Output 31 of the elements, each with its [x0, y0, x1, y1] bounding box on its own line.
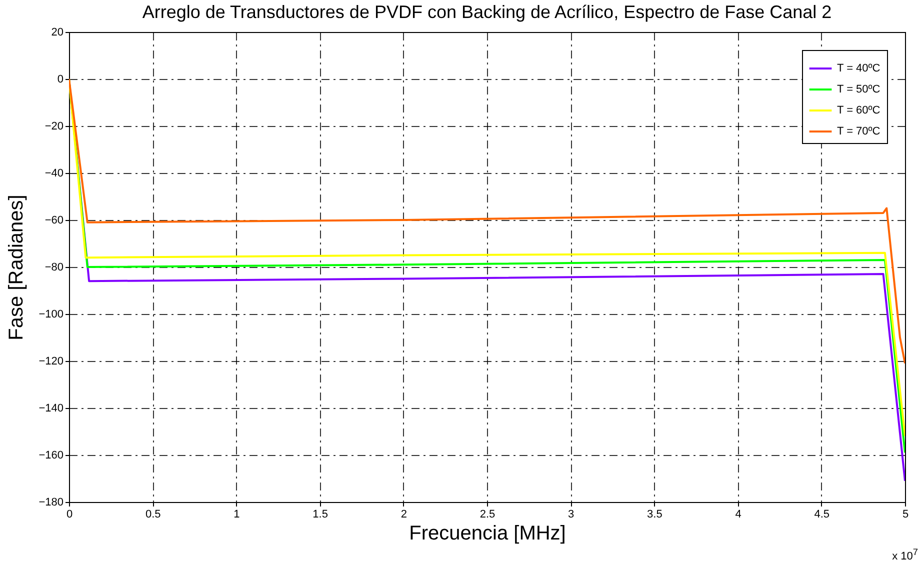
x-tick-label: 1.5 — [312, 508, 328, 520]
x-tick-label: 4 — [735, 508, 742, 520]
chart-title: Arreglo de Transductores de PVDF con Backing de Acrílico, Espectro de Fase Canal 2 — [142, 2, 832, 22]
x-tick-label: 0.5 — [145, 508, 161, 520]
legend-label: T = 60ºC — [837, 104, 880, 116]
x-tick-label: 5 — [902, 508, 909, 520]
y-tick-label: −160 — [38, 450, 64, 462]
legend-label: T = 40ºC — [837, 62, 880, 74]
y-tick-label: −20 — [44, 120, 64, 132]
line-series — [69, 78, 905, 364]
x-tick-label: 2 — [400, 508, 407, 520]
x-tick-label: 1 — [234, 508, 240, 520]
x-tick-label: 3 — [568, 508, 574, 520]
x-tick-label: 0 — [66, 508, 73, 520]
y-tick-label: −120 — [38, 356, 64, 368]
legend-label: T = 70ºC — [837, 126, 880, 138]
y-tick-label: −80 — [44, 262, 64, 274]
x-tick-label: 3.5 — [647, 508, 662, 520]
y-tick-label: 20 — [51, 26, 64, 38]
y-tick-label: −60 — [44, 214, 64, 226]
y-tick-label: −180 — [38, 496, 64, 508]
x-tick-label: 4.5 — [814, 508, 830, 520]
text: x 10$^{7}$ — [892, 547, 918, 563]
y-tick-label: −40 — [44, 168, 64, 180]
y-tick-label: −100 — [38, 308, 64, 320]
y-tick-label: −140 — [38, 402, 64, 414]
y-axis-title: Fase [Radianes] — [6, 194, 28, 340]
legend-label: T = 50ºC — [837, 84, 880, 96]
y-tick-label: 0 — [57, 74, 64, 86]
x-axis-title: Frecuencia [MHz] — [409, 522, 566, 544]
x-tick-label: 2.5 — [480, 508, 496, 520]
